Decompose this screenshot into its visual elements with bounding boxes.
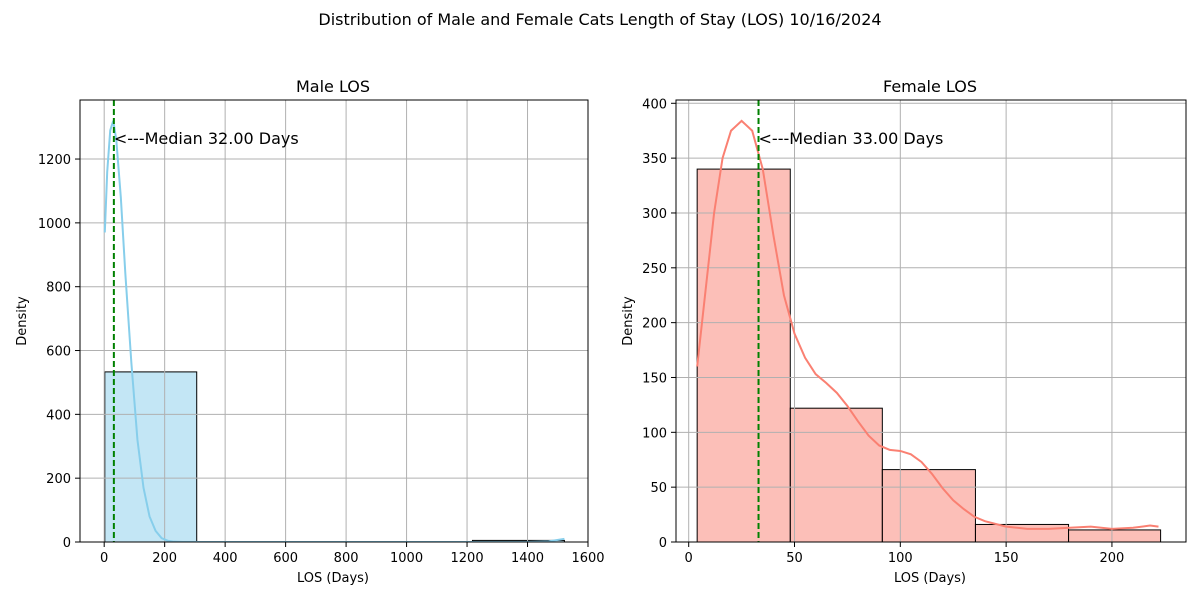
male-median-annotation: <---Median 32.00 Days bbox=[114, 129, 299, 148]
female-y-tick-label: 300 bbox=[642, 207, 667, 222]
female-y-tick-label: 400 bbox=[642, 97, 667, 112]
male-bars bbox=[80, 100, 588, 542]
female-y-tick-label: 150 bbox=[642, 371, 667, 386]
female-y-tick-label: 100 bbox=[642, 426, 667, 441]
male-x-tick-label: 600 bbox=[273, 551, 298, 566]
male-y-tick-label: 600 bbox=[46, 345, 71, 360]
male-y-tick-label: 1000 bbox=[38, 217, 71, 232]
female-kde-line bbox=[696, 119, 1159, 530]
male-x-tick-label: 800 bbox=[334, 551, 359, 566]
female-y-tick-label: 200 bbox=[642, 317, 667, 332]
female-x-tick-label: 200 bbox=[1100, 551, 1125, 566]
female-y-tick-label: 350 bbox=[642, 152, 667, 167]
female-histogram-bar bbox=[696, 168, 791, 542]
male-x-tick-label: 200 bbox=[152, 551, 177, 566]
male-los-xlabel: LOS (Days) bbox=[297, 571, 369, 586]
figure-title: Distribution of Male and Female Cats Len… bbox=[318, 10, 881, 29]
male-los-title: Male LOS bbox=[296, 77, 370, 96]
male-x-tick-label: 1600 bbox=[571, 551, 604, 566]
male-x-tick-label: 1000 bbox=[390, 551, 423, 566]
female-x-tick-label: 0 bbox=[685, 551, 693, 566]
male-axes-frame bbox=[79, 99, 589, 543]
male-x-tick-label: 1200 bbox=[451, 551, 484, 566]
female-y-tick-label: 0 bbox=[659, 536, 667, 551]
female-axes-frame bbox=[675, 99, 1187, 543]
male-y-tick-label: 800 bbox=[46, 281, 71, 296]
female-x-tick-label: 50 bbox=[786, 551, 803, 566]
female-x-tick-label: 150 bbox=[994, 551, 1019, 566]
male-y-tick-label: 1200 bbox=[38, 153, 71, 168]
female-histogram-bar bbox=[1068, 529, 1162, 542]
female-histogram-bar bbox=[881, 469, 976, 542]
female-los-ylabel: Density bbox=[621, 296, 636, 346]
female-histogram-bar bbox=[974, 523, 1070, 542]
female-y-tick-label: 250 bbox=[642, 262, 667, 277]
female-median-annotation: <---Median 33.00 Days bbox=[759, 129, 944, 148]
female-y-tick-label: 50 bbox=[650, 481, 667, 496]
female-histogram-bar bbox=[789, 407, 883, 542]
female-los-title: Female LOS bbox=[883, 77, 977, 96]
female-bars bbox=[676, 100, 1186, 542]
male-histogram-bar bbox=[104, 371, 198, 542]
male-x-tick-label: 1400 bbox=[511, 551, 544, 566]
female-x-tick-label: 100 bbox=[888, 551, 913, 566]
female-los-panel: Female LOS LOS (Days) Density <---Median… bbox=[621, 77, 1187, 586]
female-los-xlabel: LOS (Days) bbox=[894, 571, 966, 586]
male-los-ylabel: Density bbox=[15, 296, 30, 346]
male-los-panel: Male LOS LOS (Days) Density <---Median 3… bbox=[15, 77, 605, 586]
male-x-tick-label: 400 bbox=[213, 551, 238, 566]
male-x-tick-label: 0 bbox=[100, 551, 108, 566]
male-y-tick-label: 200 bbox=[46, 472, 71, 487]
male-y-tick-label: 400 bbox=[46, 408, 71, 423]
male-y-tick-label: 0 bbox=[63, 536, 71, 551]
